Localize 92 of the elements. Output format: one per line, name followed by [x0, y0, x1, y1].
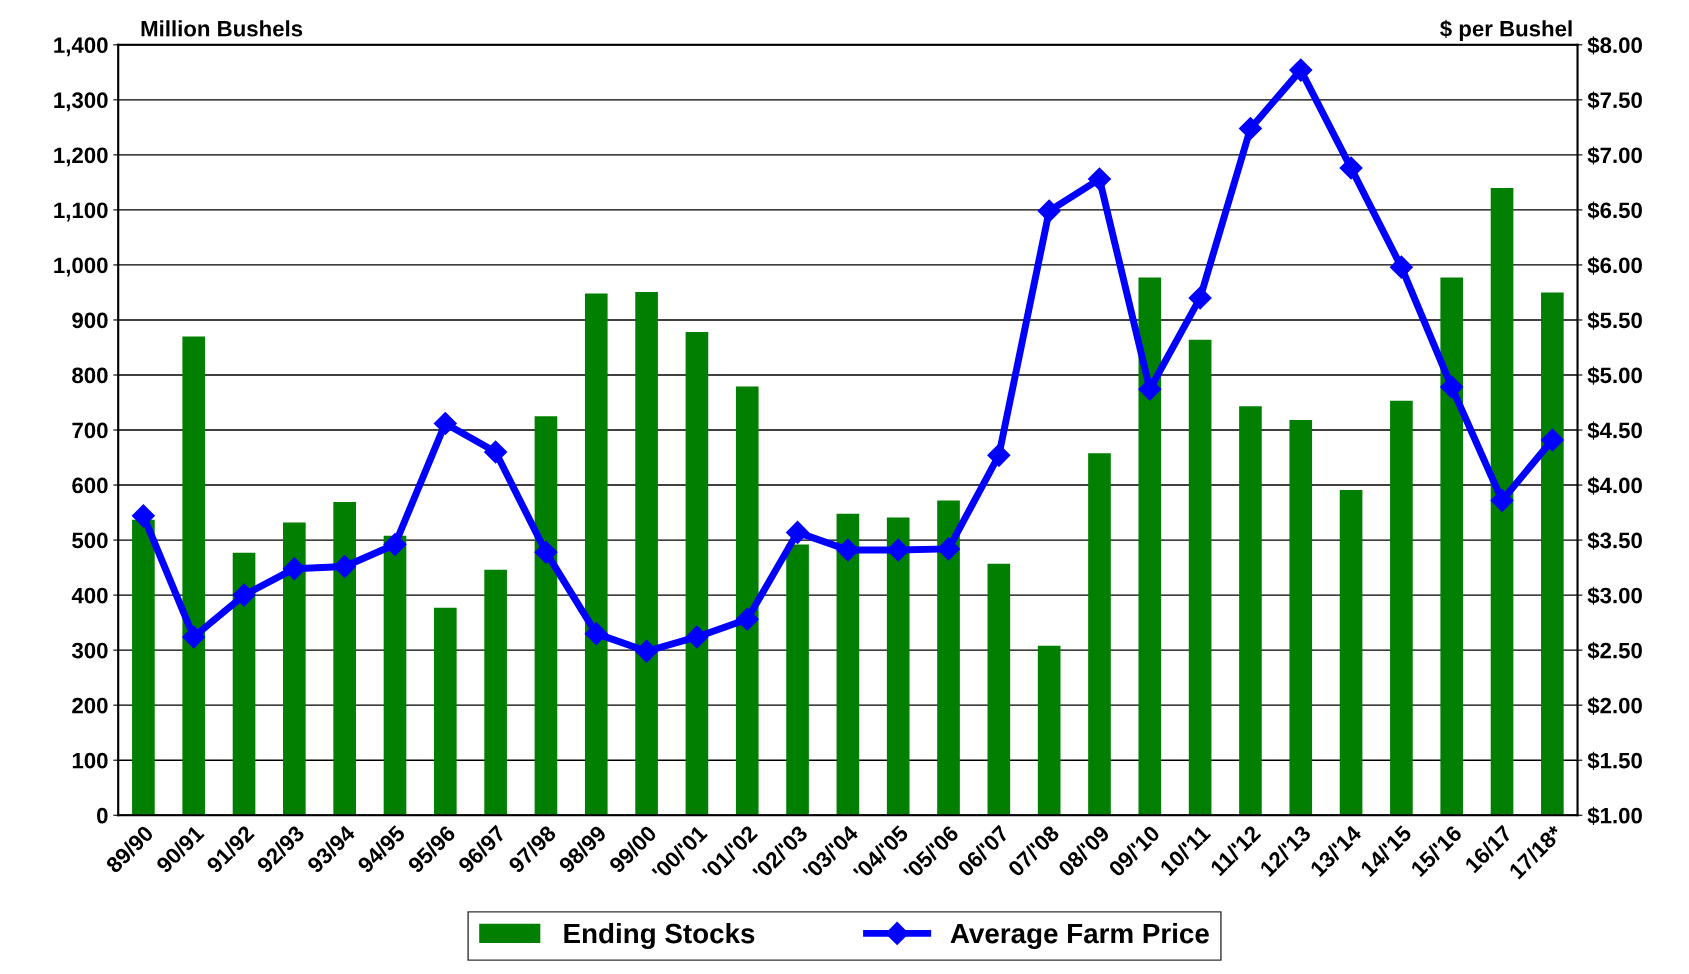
bar [987, 563, 1011, 816]
bar [685, 332, 709, 816]
y2-tick-label: $7.00 [1587, 146, 1642, 165]
point [1138, 377, 1162, 401]
y-tick-label: 1,200 [54, 147, 108, 167]
y2-tick-label: $5.00 [1587, 366, 1642, 385]
point [836, 538, 860, 562]
point [584, 622, 608, 646]
point [433, 411, 457, 435]
bar [584, 293, 608, 816]
bar [1138, 277, 1162, 816]
y2-tick-label: $2.50 [1587, 641, 1642, 660]
y-tick-label: 0 [97, 807, 108, 824]
point [1389, 255, 1413, 279]
y2-tick-label: $6.00 [1587, 256, 1642, 275]
point [1037, 199, 1061, 223]
y-tick-label: 400 [71, 587, 108, 604]
y-tick-label: 500 [72, 532, 108, 549]
y2-tick-label: $5.50 [1587, 311, 1642, 330]
bar [735, 386, 759, 816]
point [987, 443, 1011, 467]
point [1289, 58, 1313, 82]
point [383, 532, 407, 556]
bar [635, 291, 658, 816]
point [685, 625, 709, 649]
point [1238, 116, 1262, 140]
bar [1188, 339, 1212, 816]
point [534, 540, 558, 564]
y-tick-label: 100 [72, 752, 108, 769]
point [1540, 428, 1564, 452]
bar [1339, 490, 1363, 816]
y2-tick-label: $3.50 [1587, 531, 1642, 550]
y2-tick-label: $8.00 [1587, 36, 1642, 55]
y2-tick-label: $4.50 [1587, 421, 1642, 440]
bar [534, 416, 558, 816]
y-tick-label: 600 [72, 477, 108, 494]
bar [1390, 400, 1413, 816]
point [735, 607, 759, 631]
bar [1037, 645, 1061, 816]
point [333, 554, 357, 578]
legend-label: Ending Stocks [564, 922, 755, 949]
point [635, 639, 659, 663]
bar [232, 552, 256, 816]
y2-axis-title: $ per Bushel [1440, 19, 1572, 41]
bar [1239, 406, 1262, 816]
y2-tick-label: $1.50 [1587, 751, 1642, 770]
y-tick-label: 1,100 [54, 202, 108, 222]
point [786, 520, 810, 544]
y2-tick-label: $6.50 [1587, 201, 1642, 220]
y2-tick-label: $1.00 [1587, 806, 1642, 825]
bar [182, 336, 206, 816]
y2-tick-label: $2.00 [1587, 696, 1642, 715]
y2-tick-label: $3.00 [1587, 586, 1642, 605]
point [1188, 286, 1212, 310]
legend-label: Average Farm Price [950, 922, 1209, 949]
bar [484, 569, 507, 816]
bar [836, 513, 860, 816]
y-axis-title: Million Bushels [141, 20, 303, 37]
point [1440, 375, 1464, 399]
y-tick-label: 800 [72, 367, 108, 384]
bar [1490, 187, 1514, 816]
bar [786, 544, 809, 816]
bar [283, 522, 306, 816]
bar [333, 502, 356, 816]
y-tick-label: 1,300 [54, 92, 108, 112]
bar [886, 517, 910, 816]
point [1339, 156, 1363, 180]
y-tick-label: 1,000 [54, 257, 108, 277]
point [131, 504, 155, 528]
point [182, 625, 206, 649]
y-tick-label: 900 [72, 312, 108, 329]
y-tick-label: 700 [72, 422, 108, 439]
y2-tick-label: $7.50 [1587, 91, 1642, 110]
bar [132, 519, 155, 816]
point [937, 537, 961, 561]
bar [937, 500, 960, 816]
y-tick-label: 200 [72, 697, 108, 714]
point [232, 583, 256, 607]
y-tick-label: 1,400 [54, 37, 108, 57]
point [282, 557, 306, 581]
point [484, 440, 508, 464]
bar [1541, 292, 1564, 816]
point [886, 538, 910, 562]
point [1087, 167, 1111, 191]
bar [1289, 420, 1313, 816]
point [1490, 488, 1514, 512]
bar [383, 535, 407, 816]
y2-tick-label: $4.00 [1587, 476, 1642, 495]
bar [433, 607, 457, 816]
y-tick-label: 300 [71, 642, 108, 659]
bar [1088, 453, 1111, 816]
bar [1440, 277, 1464, 816]
